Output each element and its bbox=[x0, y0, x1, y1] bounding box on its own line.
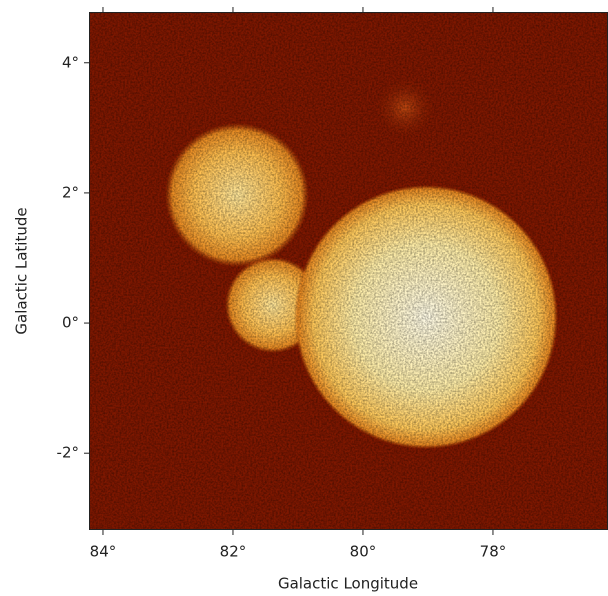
y-tick-label: 0° bbox=[62, 314, 79, 332]
y-tick-label: 2° bbox=[62, 183, 79, 201]
x-tick-label: 84° bbox=[90, 543, 117, 561]
x-tick-label: 80° bbox=[350, 543, 377, 561]
x-axis-label: Galactic Longitude bbox=[278, 575, 418, 593]
y-tick-label: 4° bbox=[62, 53, 79, 71]
y-tick-label: -2° bbox=[57, 444, 79, 462]
x-tick-label: 82° bbox=[220, 543, 247, 561]
y-axis-label: Galactic Latitude bbox=[13, 207, 31, 334]
x-tick-label: 78° bbox=[480, 543, 507, 561]
sky-image bbox=[89, 12, 608, 530]
